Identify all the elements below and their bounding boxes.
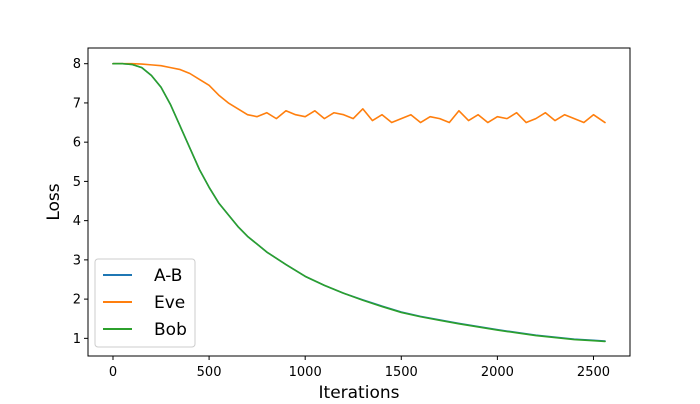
y-tick-label: 5 (73, 175, 81, 190)
y-axis-ticks: 1 2 3 4 5 6 7 8 (73, 57, 88, 347)
legend-label-a-b: A-B (154, 266, 182, 286)
y-tick-label: 7 (73, 96, 81, 111)
x-tick-label: 1500 (385, 365, 418, 380)
y-tick-label: 2 (73, 293, 81, 308)
y-tick-label: 6 (73, 136, 81, 151)
y-tick-label: 3 (73, 253, 81, 268)
y-tick-label: 1 (73, 332, 81, 347)
y-tick-label: 4 (73, 214, 81, 229)
legend: A-B Eve Bob (94, 258, 196, 348)
x-tick-label: 1000 (289, 365, 322, 380)
series-group (112, 62, 606, 343)
legend-label-eve: Eve (154, 293, 185, 313)
x-tick-label: 500 (197, 365, 222, 380)
series-line-bob (112, 62, 606, 343)
x-tick-label: 0 (109, 365, 117, 380)
x-tick-label: 2500 (577, 365, 610, 380)
x-axis-label: Iterations (319, 383, 400, 400)
legend-label-bob: Bob (154, 320, 187, 340)
series-line-eve (112, 62, 606, 124)
x-axis-ticks: 0 500 1000 1500 2000 2500 (109, 356, 610, 380)
y-tick-label: 8 (73, 57, 81, 72)
legend-box (94, 258, 196, 348)
x-tick-label: 2000 (481, 365, 514, 380)
y-axis-label: Loss (44, 183, 64, 220)
